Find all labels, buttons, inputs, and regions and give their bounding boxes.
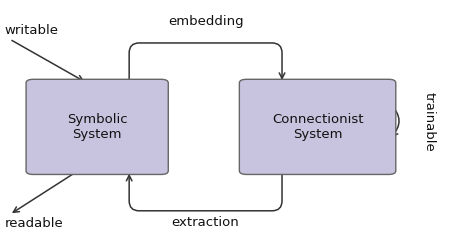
- Text: embedding: embedding: [168, 15, 244, 28]
- Text: Connectionist
System: Connectionist System: [272, 113, 364, 141]
- Text: extraction: extraction: [172, 216, 239, 229]
- Text: trainable: trainable: [422, 92, 436, 152]
- Text: Symbolic
System: Symbolic System: [67, 113, 128, 141]
- FancyBboxPatch shape: [26, 79, 168, 174]
- Text: writable: writable: [5, 24, 59, 37]
- Text: readable: readable: [5, 217, 64, 230]
- FancyBboxPatch shape: [239, 79, 396, 174]
